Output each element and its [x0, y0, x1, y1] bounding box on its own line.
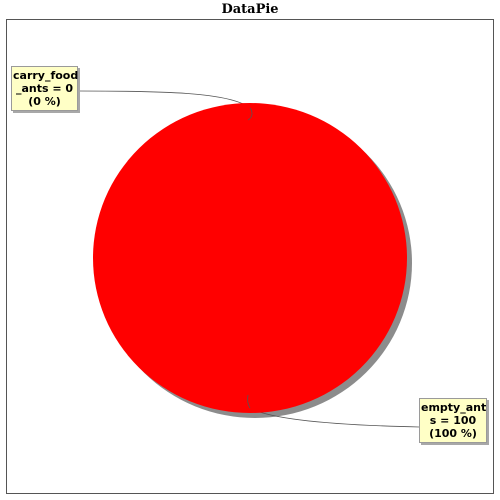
pie-label-line: _ants = 0: [15, 82, 74, 95]
chart-title: DataPie: [221, 2, 279, 17]
leader-line-carry-food-ants: [78, 90, 251, 109]
pie-slice-empty-ants[interactable]: [93, 103, 407, 413]
pie-label-empty-ants: empty_ant s = 100 (100 %): [419, 398, 487, 443]
pie-label-line: empty_ant: [421, 401, 487, 414]
pie-label-line: s = 100: [429, 414, 477, 427]
pie-label-line: carry_food: [13, 69, 79, 82]
pie-label-line: (0 %): [28, 95, 61, 108]
leader-line-empty-ants-inner: [247, 394, 251, 409]
pie-label-carry-food-ants: carry_food _ants = 0 (0 %): [11, 66, 78, 111]
leader-line-carry-food-ants-inner: [247, 107, 253, 121]
pie-label-line: (100 %): [429, 427, 477, 440]
